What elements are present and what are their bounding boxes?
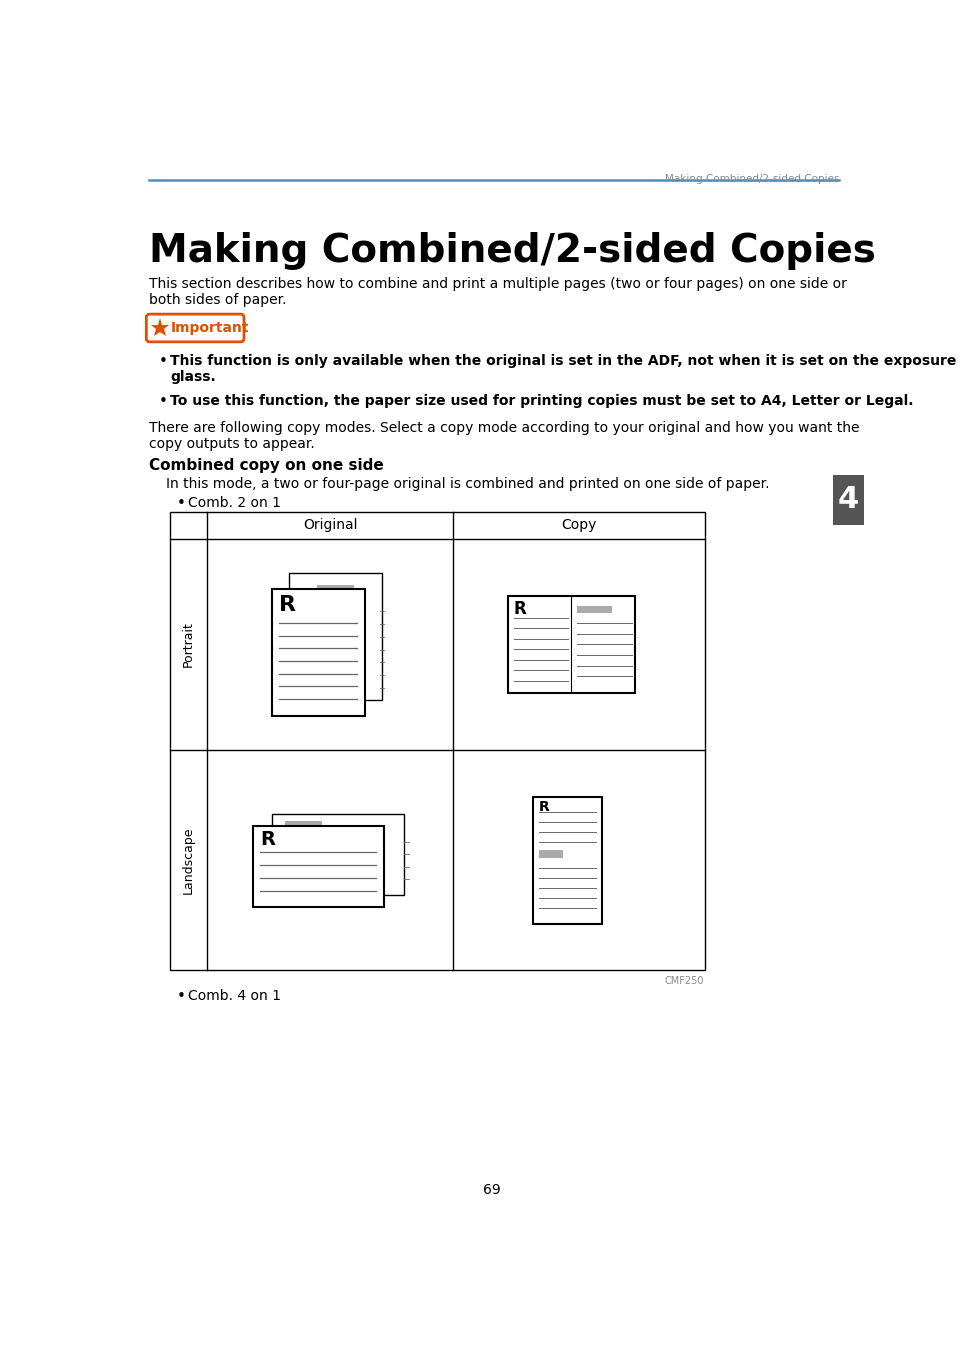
Bar (285, 821, 323, 832)
Bar (833, 475, 864, 525)
Text: There are following copy modes. Select a copy mode according to your original an: There are following copy modes. Select a… (150, 422, 860, 435)
Text: In this mode, a two or four-page original is combined and printed on one side of: In this mode, a two or four-page origina… (166, 477, 770, 491)
Text: •: • (158, 394, 168, 409)
Text: copy outputs to appear.: copy outputs to appear. (150, 437, 315, 450)
Bar (273, 815, 404, 895)
Text: R: R (260, 830, 276, 849)
Text: Comb. 4 on 1: Comb. 4 on 1 (188, 989, 281, 1002)
Text: Comb. 2 on 1: Comb. 2 on 1 (188, 496, 281, 510)
Bar (272, 589, 365, 715)
FancyBboxPatch shape (146, 314, 244, 341)
Text: Original: Original (302, 518, 357, 533)
Bar (289, 574, 382, 700)
Text: •: • (177, 989, 185, 1004)
Text: This section describes how to combine and print a multiple pages (two or four pa: This section describes how to combine an… (150, 277, 848, 291)
Text: This function is only available when the original is set in the ADF, not when it: This function is only available when the… (170, 354, 957, 369)
Text: 69: 69 (483, 1183, 501, 1197)
Text: Portrait: Portrait (182, 622, 195, 668)
Bar (534, 797, 602, 923)
Text: Copy: Copy (562, 518, 597, 533)
Text: •: • (158, 354, 168, 369)
Bar (317, 585, 353, 596)
Text: 4: 4 (838, 486, 859, 514)
Bar (252, 826, 384, 907)
Text: Important: Important (170, 321, 249, 335)
Text: •: • (177, 496, 185, 511)
Text: R: R (514, 600, 527, 619)
Text: Making Combined/2-sided Copies: Making Combined/2-sided Copies (664, 174, 839, 184)
Text: Landscape: Landscape (182, 827, 195, 894)
Text: Combined copy on one side: Combined copy on one side (150, 458, 384, 473)
Bar (577, 607, 612, 613)
Text: R: R (279, 594, 297, 615)
Text: To use this function, the paper size used for printing copies must be set to A4,: To use this function, the paper size use… (170, 394, 914, 408)
Text: glass.: glass. (170, 370, 216, 384)
Text: R: R (539, 800, 550, 815)
Bar (508, 596, 636, 692)
Text: Making Combined/2-sided Copies: Making Combined/2-sided Copies (150, 233, 876, 271)
Text: CMF250: CMF250 (664, 976, 704, 986)
Bar (170, 511, 706, 970)
Bar (539, 850, 563, 858)
Text: both sides of paper.: both sides of paper. (150, 292, 287, 306)
